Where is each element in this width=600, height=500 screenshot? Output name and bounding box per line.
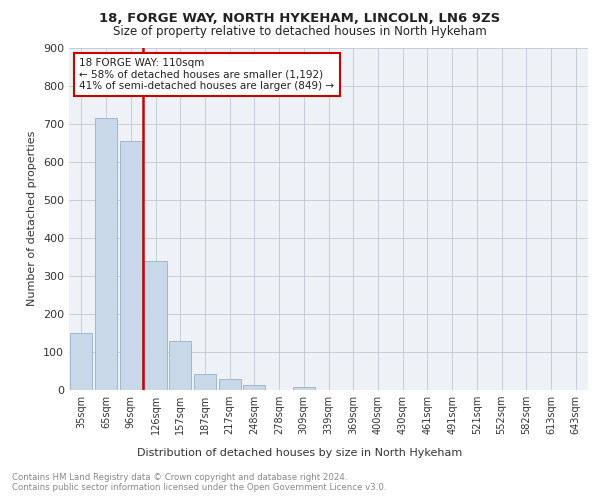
Bar [243, 386, 265, 390]
Text: 18, FORGE WAY, NORTH HYKEHAM, LINCOLN, LN6 9ZS: 18, FORGE WAY, NORTH HYKEHAM, LINCOLN, L… [100, 12, 500, 26]
Bar [194, 374, 216, 390]
Text: Size of property relative to detached houses in North Hykeham: Size of property relative to detached ho… [113, 25, 487, 38]
Bar [70, 333, 92, 390]
Y-axis label: Number of detached properties: Number of detached properties [28, 131, 37, 306]
Bar [95, 118, 117, 390]
Bar [169, 340, 191, 390]
Bar [145, 260, 167, 390]
Bar [293, 387, 315, 390]
Bar [218, 378, 241, 390]
Text: Contains HM Land Registry data © Crown copyright and database right 2024.
Contai: Contains HM Land Registry data © Crown c… [12, 472, 386, 492]
Text: Distribution of detached houses by size in North Hykeham: Distribution of detached houses by size … [137, 448, 463, 458]
Text: 18 FORGE WAY: 110sqm
← 58% of detached houses are smaller (1,192)
41% of semi-de: 18 FORGE WAY: 110sqm ← 58% of detached h… [79, 58, 335, 91]
Bar [119, 140, 142, 390]
